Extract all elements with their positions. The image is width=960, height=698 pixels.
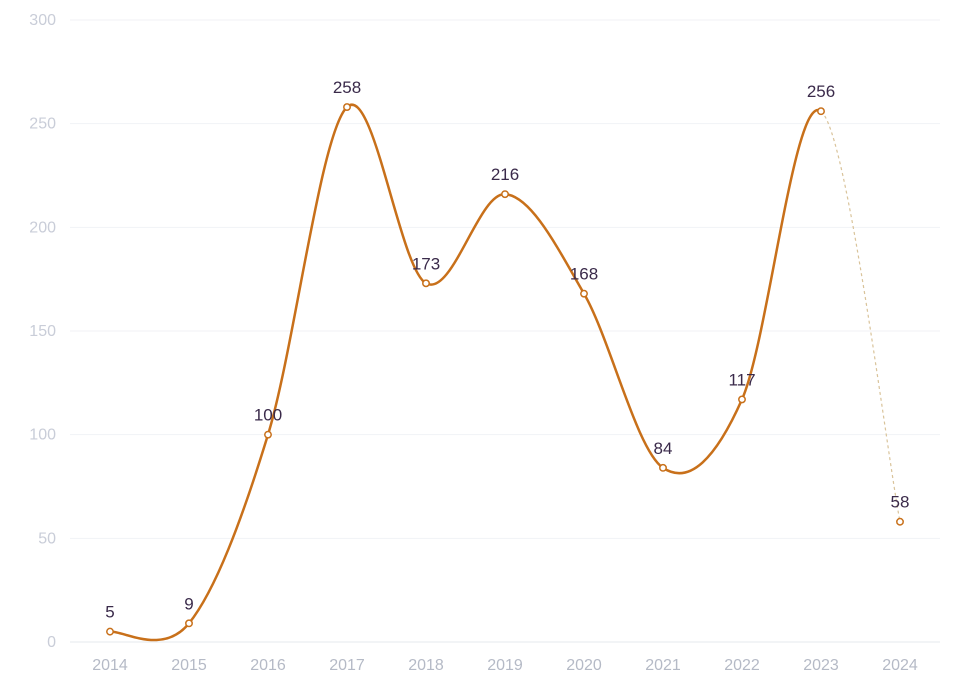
data-point: [738, 395, 746, 404]
data-label: 84: [654, 439, 673, 458]
forecast-line: [820, 110, 901, 522]
data-label: 58: [891, 493, 910, 512]
x-tick-label: 2016: [250, 657, 286, 674]
data-point: [501, 190, 509, 199]
data-point: [185, 619, 193, 628]
data-point: [422, 279, 430, 288]
data-point: [817, 107, 825, 116]
series-line: [108, 103, 823, 642]
x-tick-label: 2020: [566, 657, 602, 674]
y-tick-label: 50: [38, 530, 56, 547]
x-tick-label: 2023: [803, 657, 839, 674]
data-label: 256: [807, 82, 835, 101]
data-label: 117: [728, 370, 755, 389]
y-tick-label: 100: [29, 427, 56, 444]
x-tick-label: 2022: [724, 657, 760, 674]
y-tick-label: 0: [47, 634, 56, 651]
x-tick-label: 2017: [329, 657, 365, 674]
y-tick-label: 150: [29, 323, 56, 340]
x-tick-label: 2014: [92, 657, 128, 674]
data-point: [264, 430, 272, 439]
y-tick-label: 300: [29, 12, 56, 29]
data-label: 100: [254, 406, 282, 425]
data-label: 168: [570, 265, 598, 284]
x-tick-label: 2015: [171, 657, 207, 674]
data-label: 258: [333, 78, 361, 97]
data-point: [659, 463, 667, 472]
data-label: 173: [412, 254, 440, 273]
grid-lines: [70, 19, 940, 643]
data-point: [580, 289, 588, 298]
x-tick-label: 2018: [408, 657, 444, 674]
data-label: 216: [491, 165, 519, 184]
x-tick-label: 2019: [487, 657, 523, 674]
data-point: [896, 517, 904, 526]
x-tick-label: 2021: [645, 657, 681, 674]
data-point: [343, 103, 351, 112]
y-tick-label: 250: [29, 116, 56, 133]
data-point: [106, 627, 114, 636]
data-label: 5: [105, 603, 114, 622]
x-tick-label: 2024: [882, 657, 918, 674]
data-label: 9: [184, 594, 193, 613]
y-tick-label: 200: [29, 219, 56, 236]
